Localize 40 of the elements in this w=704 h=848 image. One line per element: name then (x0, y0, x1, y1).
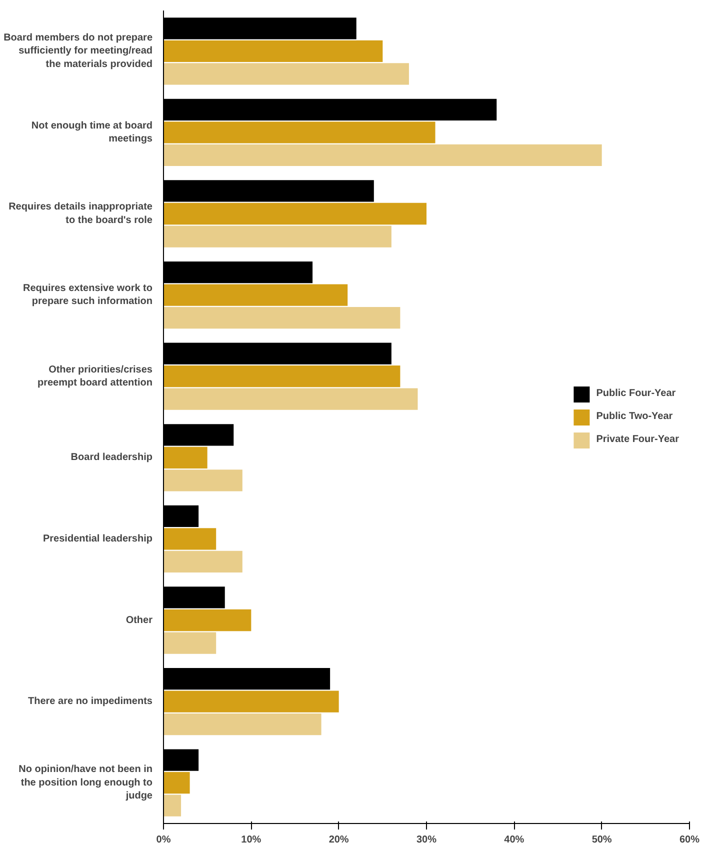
bar (164, 202, 426, 225)
y-tick-label: Other (126, 614, 153, 626)
y-tick-label: Presidential leadership (43, 533, 153, 544)
bar (164, 307, 400, 329)
bar (164, 446, 208, 468)
bar (164, 122, 436, 144)
y-tick-label: Not enough time at board meetings (31, 120, 153, 145)
bar (164, 632, 216, 654)
bar (164, 470, 242, 492)
bar (164, 63, 409, 85)
x-tick-label: 10% (241, 834, 262, 846)
x-tick-label: 0% (156, 834, 171, 846)
bar (164, 550, 242, 573)
x-tick-label: 50% (592, 834, 612, 846)
x-tick-label: 20% (328, 834, 349, 846)
bar (164, 772, 190, 794)
y-tick-label: Other priorities/crises preempt board attention (37, 364, 153, 388)
bar (164, 690, 339, 712)
bar (164, 226, 392, 248)
bar (164, 388, 418, 410)
legend-label: Public Four-Year (596, 388, 676, 399)
y-tick-label: Board leadership (70, 452, 153, 464)
bar (164, 714, 322, 736)
legend-label: Public Two-Year (596, 411, 673, 422)
y-tick-label: Board members do not prepare sufficiently for meeting/read the materials provided (4, 32, 153, 70)
y-tick-label: No opinion/have not been in the position long enough to judge (18, 764, 153, 802)
bar (164, 144, 602, 166)
y-tick-label: There are no impediments (28, 696, 153, 708)
bar (164, 40, 383, 62)
bar (164, 284, 348, 306)
bar (164, 609, 252, 632)
legend-label: Private Four-Year (596, 434, 679, 445)
x-tick-label: 30% (416, 834, 437, 846)
y-tick-label: Requires extensive work to prepare such information (23, 282, 153, 308)
x-tick-label: 40% (504, 834, 524, 846)
y-tick-label: Requires details inappropriate to the board's role (8, 202, 153, 226)
x-tick-label: 60% (679, 834, 700, 846)
bar (164, 366, 400, 388)
bar (164, 794, 182, 816)
bar (164, 528, 216, 550)
